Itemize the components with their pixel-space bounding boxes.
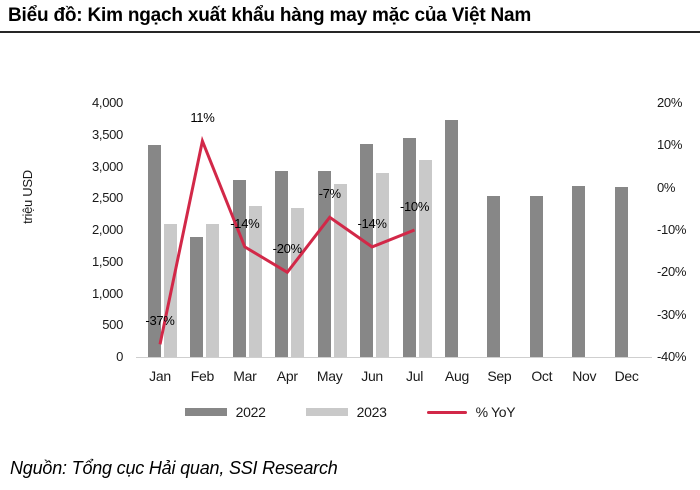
legend-label-2023: 2023 — [356, 404, 387, 420]
y-right-tick: 20% — [657, 95, 683, 110]
x-tick-aug: Aug — [444, 368, 469, 384]
y-left-tick: 4,000 — [91, 95, 123, 110]
legend-item-2022: 2022 — [184, 404, 266, 420]
bar-2022-jul — [402, 137, 416, 357]
bar-2022-jun — [360, 144, 374, 357]
bar-2023-may — [333, 184, 347, 357]
y-right-tick: -30% — [657, 306, 687, 322]
bar-2022-jan — [148, 144, 161, 357]
x-tick-nov: Nov — [572, 368, 597, 384]
yoy-data-label: -7% — [318, 186, 342, 202]
legend-label-yoy: % YoY — [475, 404, 516, 420]
y-left-tick: 1,500 — [91, 253, 123, 269]
legend-swatch-2022 — [184, 408, 227, 416]
x-tick-jan: Jan — [149, 368, 171, 384]
x-tick-apr: Apr — [276, 368, 298, 384]
y-right-tick: 0% — [657, 179, 676, 195]
legend-swatch-2023 — [305, 408, 348, 416]
x-tick-oct: Oct — [531, 368, 553, 384]
yoy-data-label: -37% — [145, 313, 175, 329]
y-right-tick: -10% — [657, 222, 687, 237]
x-axis-line — [136, 357, 652, 358]
yoy-data-label: -14% — [230, 215, 260, 231]
legend-item-2023: 2023 — [305, 404, 387, 420]
yoy-data-label: -14% — [357, 215, 387, 231]
x-tick-sep: Sep — [487, 368, 512, 384]
bar-2022-nov — [572, 186, 586, 357]
y-left-tick: 2,500 — [91, 190, 123, 206]
yoy-data-label: 11% — [190, 110, 215, 126]
x-tick-dec: Dec — [614, 368, 639, 384]
bar-2023-jan — [164, 223, 177, 357]
y-left-tick: 0 — [116, 349, 123, 364]
legend-line-icon — [426, 410, 467, 414]
x-tick-jul: Jul — [406, 368, 424, 384]
x-tick-mar: Mar — [233, 368, 257, 384]
yoy-data-label: -10% — [399, 199, 430, 214]
y-axis-title: triệu USD — [20, 170, 35, 224]
x-tick-jun: Jun — [361, 368, 383, 384]
bar-2022-sep — [487, 195, 501, 357]
page-title: Biểu đồ: Kim ngạch xuất khẩu hàng may mặ… — [8, 5, 532, 26]
bar-2022-aug — [444, 119, 458, 357]
bar-2023-jul — [418, 160, 432, 357]
y-left-tick: 1,000 — [91, 285, 123, 301]
y-right-tick: -40% — [657, 349, 687, 364]
source-note: Nguồn: Tổng cục Hải quan, SSI Research — [10, 458, 338, 478]
x-tick-may: May — [316, 368, 343, 384]
bar-2023-jun — [376, 173, 390, 357]
chart-legend: 2022 2023 % YoY — [0, 404, 700, 420]
y-left-tick: 3,000 — [91, 158, 123, 174]
bar-2022-apr — [275, 170, 289, 357]
bar-2022-dec — [614, 186, 628, 357]
x-tick-feb: Feb — [190, 368, 215, 384]
y-left-tick: 500 — [102, 317, 123, 333]
legend-item-yoy: % YoY — [426, 404, 516, 420]
garment-export-chart: triệu USD 0 500 1,000 1,500 2,000 2,500 3,000 3… — [0, 35, 700, 435]
y-left-tick: 2,000 — [91, 222, 123, 237]
bar-2022-oct — [529, 196, 543, 357]
bar-2023-apr — [291, 208, 305, 357]
bar-2023-feb — [206, 223, 220, 357]
y-left-tick: 3,500 — [91, 126, 123, 142]
y-right-tick: -20% — [657, 264, 687, 280]
title-divider — [0, 31, 700, 33]
bar-2022-mar — [232, 179, 246, 357]
yoy-data-label: -20% — [272, 241, 302, 257]
y-right-tick: 10% — [657, 137, 683, 153]
legend-label-2022: 2022 — [235, 404, 266, 420]
bar-2022-feb — [190, 236, 204, 357]
